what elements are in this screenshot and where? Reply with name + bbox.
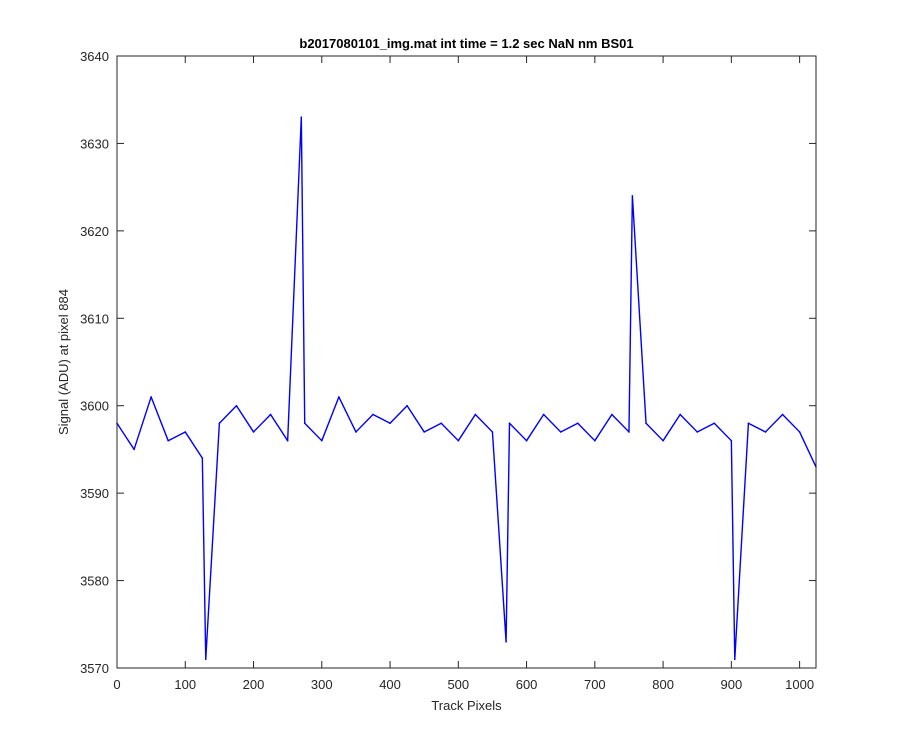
- data-point: [542, 413, 545, 416]
- data-point: [440, 422, 443, 425]
- x-tick-label: 100: [174, 677, 196, 692]
- signal-traces: [116, 116, 817, 661]
- x-tick-label: 200: [243, 677, 265, 692]
- x-tick-label: 0: [113, 677, 120, 692]
- data-point: [505, 640, 507, 643]
- data-point: [286, 439, 289, 442]
- plot-area: [117, 56, 816, 668]
- data-point: [457, 439, 460, 442]
- x-axis: 0 100 200 300 400 500 600 700 800 900 1000: [113, 56, 814, 692]
- x-tick-label: 900: [721, 677, 743, 692]
- data-point: [696, 431, 699, 433]
- data-point: [559, 431, 562, 433]
- y-tick-label: 3610: [80, 311, 109, 326]
- data-point: [713, 422, 716, 425]
- data-point: [576, 422, 579, 425]
- y-tick-label: 3630: [80, 136, 109, 151]
- data-point: [204, 658, 207, 661]
- data-point: [355, 431, 357, 433]
- y-tick-label: 3620: [80, 224, 109, 239]
- x-tick-label: 600: [516, 677, 538, 692]
- data-point: [252, 431, 255, 433]
- data-point: [423, 431, 425, 433]
- data-point: [491, 431, 494, 433]
- data-point: [218, 422, 221, 425]
- data-point: [406, 404, 408, 407]
- data-point: [201, 457, 204, 459]
- x-tick-label: 400: [379, 677, 401, 692]
- data-point: [474, 413, 477, 416]
- data-point: [235, 404, 238, 407]
- x-tick-label: 800: [652, 677, 674, 692]
- data-point: [133, 448, 135, 451]
- y-tick-label: 3580: [80, 574, 109, 589]
- data-point: [150, 396, 152, 398]
- data-point: [733, 658, 736, 661]
- data-point: [300, 116, 303, 118]
- x-tick-label: 500: [447, 677, 469, 692]
- data-point: [372, 413, 374, 416]
- y-axis: 3570 3580 3590 3600 3610 3620 3630 3640: [80, 49, 816, 676]
- data-point: [303, 422, 306, 425]
- data-point: [389, 422, 391, 425]
- data-point: [645, 422, 647, 425]
- data-point: [167, 439, 169, 442]
- data-point: [781, 413, 784, 416]
- x-tick-label: 700: [584, 677, 606, 692]
- y-axis-label: Signal (ADU) at pixel 884: [56, 289, 71, 435]
- data-point: [747, 422, 750, 425]
- data-point: [338, 396, 340, 398]
- data-point: [679, 413, 681, 416]
- y-tick-label: 3640: [80, 49, 109, 64]
- x-tick-label: 300: [311, 677, 333, 692]
- y-tick-label: 3590: [80, 486, 109, 501]
- data-point: [631, 195, 634, 197]
- data-point: [508, 422, 511, 425]
- axes-box: [116, 55, 817, 669]
- data-point: [764, 431, 767, 433]
- x-axis-label: Track Pixels: [431, 698, 502, 713]
- data-point: [269, 413, 272, 416]
- data-point: [184, 431, 187, 433]
- data-point: [730, 439, 733, 442]
- data-point: [594, 439, 596, 442]
- data-point: [525, 439, 528, 442]
- data-point: [798, 431, 801, 433]
- data-point: [320, 439, 323, 442]
- data-point: [628, 431, 630, 433]
- data-point: [662, 439, 664, 442]
- data-point: [611, 413, 613, 416]
- y-tick-label: 3600: [80, 399, 109, 414]
- y-tick-label: 3570: [80, 661, 109, 676]
- x-tick-label: 1000: [785, 677, 814, 692]
- chart-title: b2017080101_img.mat int time = 1.2 sec N…: [299, 36, 633, 51]
